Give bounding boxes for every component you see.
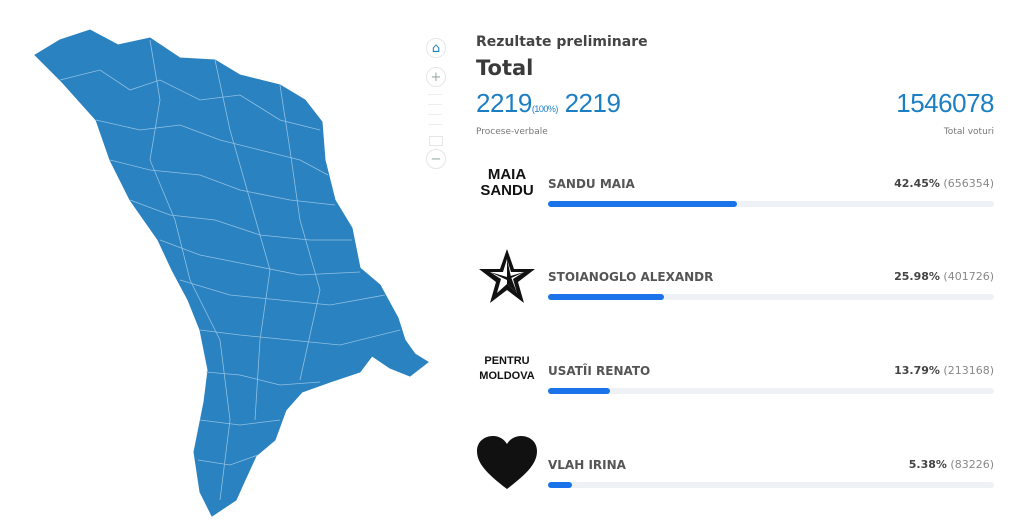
total-reports: 2219 [564,88,621,118]
processed-percent: (100%) [531,104,559,114]
candidate-result: 13.79% (213168) [894,364,994,377]
progress-fill [548,482,572,488]
progress-fill [548,294,664,300]
zoom-slider-tick[interactable] [428,124,442,125]
total-votes: 1546078 [896,88,994,118]
votes-label: Total voturi [943,127,994,137]
star-icon [479,249,535,303]
candidate-name: VLAH IRINA [548,458,626,472]
candidate-logo: PENTRU MOLDOVA [479,355,535,382]
district-borders [59,39,401,501]
candidate-progress-bar [548,388,994,394]
candidate-result: 42.45% (656354) [894,177,994,190]
zoom-slider-tick[interactable] [428,114,442,115]
progress-fill [548,201,738,207]
candidate-logo: MAIA SANDU [480,166,534,199]
candidate-name: STOIANOGLO ALEXANDR [548,270,714,284]
map-country-shape[interactable] [34,29,429,517]
zoom-slider-tick[interactable] [428,104,442,105]
candidate-name: USATÎI RENATO [548,364,651,378]
home-icon: ⌂ [431,40,441,56]
candidate-progress-bar [548,482,994,488]
candidate-result: 5.38% (83226) [908,458,994,471]
candidate-row[interactable]: STOIANOGLO ALEXANDR 25.98% (401726) [476,247,994,327]
candidate-name: SANDU MAIA [548,177,635,191]
candidate-result: 25.98% (401726) [894,270,994,283]
home-button[interactable]: ⌂ [426,38,446,58]
zoom-in-button[interactable]: + [426,67,446,87]
progress-fill [548,388,610,394]
moldova-map[interactable] [0,0,460,521]
zoom-out-button[interactable]: − [426,149,446,169]
candidate-row[interactable]: VLAH IRINA 5.38% (83226) [476,435,994,515]
candidate-progress-bar [548,201,994,207]
results-title: Total [476,56,534,80]
candidate-progress-bar [548,294,994,300]
candidate-row[interactable]: PENTRU MOLDOVA USATÎI RENATO 13.79% (2131… [476,350,994,430]
results-subtitle: Rezultate preliminare [476,34,648,50]
processed-count: 2219(100%) 2219 [476,88,621,118]
heart-icon [477,436,537,489]
candidate-row[interactable]: MAIA SANDU SANDU MAIA 42.45% (656354) [476,165,994,245]
zoom-slider-handle[interactable] [429,136,443,146]
zoom-slider-tick[interactable] [428,94,442,95]
reports-label: Procese-verbale [476,127,548,137]
